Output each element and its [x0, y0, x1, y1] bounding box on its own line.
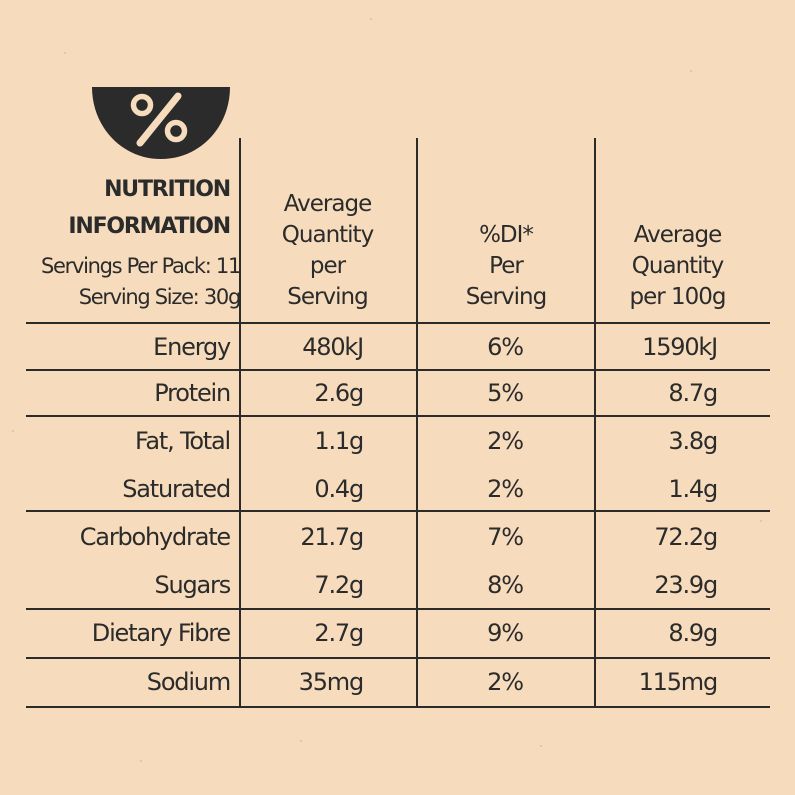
- per-100g-value: 1.4g: [668, 475, 718, 503]
- column-header-line: Average: [283, 191, 372, 217]
- per-100g-value: 115mg: [638, 668, 719, 696]
- per-100g-value: 72.2g: [654, 523, 718, 551]
- per-serving-value: 1.1g: [314, 427, 364, 455]
- panel-title-line1: NUTRITION: [104, 177, 231, 202]
- per-100g-value: 8.9g: [668, 619, 718, 647]
- paper-speck: [64, 52, 66, 54]
- row-divider: [26, 369, 770, 371]
- paper-speck: [690, 70, 692, 72]
- column-header-per-serving: Average Quantity per Serving: [250, 189, 405, 313]
- nutrient-label: Energy: [153, 333, 231, 361]
- panel-title-line2: INFORMATION: [68, 214, 231, 239]
- per-100g-value: 3.8g: [668, 427, 718, 455]
- di-value: 7%: [487, 523, 524, 551]
- row-divider: [26, 657, 770, 659]
- column-header-line: Quantity: [631, 253, 724, 279]
- row-divider: [26, 608, 770, 610]
- nutrient-label: Saturated: [122, 475, 231, 503]
- paper-speck: [540, 745, 542, 747]
- column-header-line: per: [309, 253, 346, 279]
- per-100g-value: 8.7g: [668, 379, 718, 407]
- paper-speck: [300, 740, 302, 742]
- paper-speck: [370, 18, 372, 20]
- column-header-di: %DI* Per Serving: [430, 220, 582, 313]
- column-header-line: Average: [633, 222, 722, 248]
- column-divider: [594, 138, 596, 708]
- di-value: 2%: [487, 427, 524, 455]
- column-header-line: Serving: [465, 284, 547, 310]
- per-serving-value: 2.7g: [314, 619, 364, 647]
- nutrient-label: Protein: [154, 379, 231, 407]
- per-serving-value: 480kJ: [302, 333, 364, 361]
- percent-bowl-icon: [92, 87, 230, 159]
- column-divider: [416, 138, 418, 708]
- nutrient-label: Sugars: [154, 571, 231, 599]
- nutrient-label: Dietary Fibre: [91, 619, 231, 647]
- di-value: 2%: [487, 668, 524, 696]
- row-divider: [26, 706, 770, 708]
- per-100g-value: 1590kJ: [642, 333, 718, 361]
- paper-speck: [760, 520, 762, 522]
- per-serving-value: 2.6g: [314, 379, 364, 407]
- per-serving-value: 21.7g: [300, 523, 364, 551]
- column-header-line: Quantity: [281, 222, 374, 248]
- per-serving-value: 35mg: [298, 668, 365, 696]
- per-serving-value: 7.2g: [314, 571, 364, 599]
- servings-per-pack: Servings Per Pack: 11: [40, 254, 241, 278]
- di-value: 9%: [487, 619, 524, 647]
- serving-size: Serving Size: 30g: [78, 285, 242, 309]
- row-divider: [26, 322, 770, 324]
- row-divider: [26, 510, 770, 512]
- di-value: 8%: [487, 571, 524, 599]
- per-serving-value: 0.4g: [314, 475, 364, 503]
- nutrient-label: Sodium: [146, 668, 231, 696]
- column-header-line: per 100g: [629, 284, 726, 310]
- column-header-per-100g: Average Quantity per 100g: [600, 220, 755, 313]
- paper-speck: [12, 430, 14, 432]
- nutrient-label: Carbohydrate: [79, 523, 231, 551]
- column-header-line: Per: [489, 253, 524, 279]
- column-header-line: Serving: [287, 284, 368, 310]
- per-100g-value: 23.9g: [654, 571, 718, 599]
- di-value: 5%: [487, 379, 524, 407]
- column-divider: [239, 138, 241, 708]
- di-value: 2%: [487, 475, 524, 503]
- row-divider: [26, 415, 770, 417]
- paper-speck: [140, 760, 142, 762]
- di-value: 6%: [487, 333, 524, 361]
- column-header-line: %DI*: [479, 222, 534, 248]
- nutrient-label: Fat, Total: [134, 427, 231, 455]
